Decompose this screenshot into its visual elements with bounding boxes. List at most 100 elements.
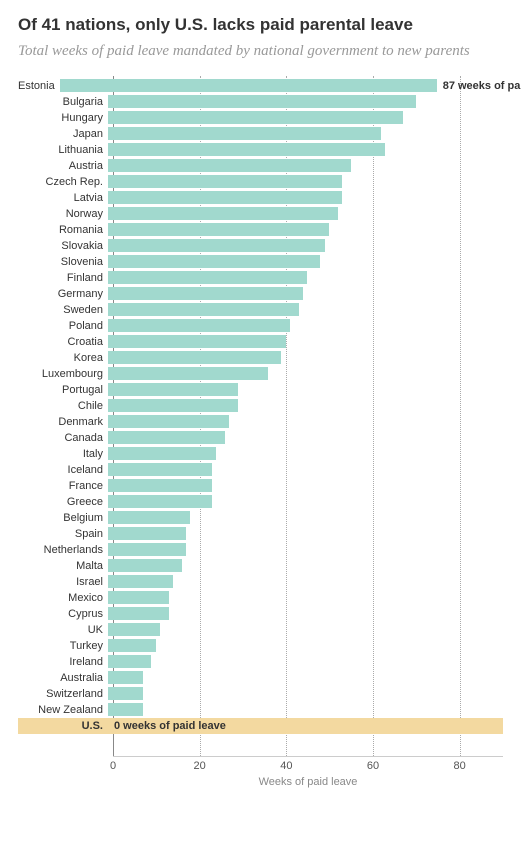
x-ticks: 020406080 [113,760,503,776]
country-label: Malta [18,560,108,572]
bar-row: Estonia87 weeks of paid leave [18,78,503,94]
bar-cell [108,174,503,190]
bar [108,495,212,508]
bar [108,175,342,188]
bar-row: France [18,478,503,494]
bar-row: Japan [18,126,503,142]
bar [108,559,182,572]
country-label: Belgium [18,512,108,524]
country-label: Czech Rep. [18,176,108,188]
country-label: Slovenia [18,256,108,268]
bar-cell [108,542,503,558]
bar-row: Mexico [18,590,503,606]
country-label: Spain [18,528,108,540]
bar [108,463,212,476]
bar-row: Bulgaria [18,94,503,110]
bar-row: Ireland [18,654,503,670]
bar [108,335,286,348]
bar-row: Denmark [18,414,503,430]
bar-row: Chile [18,398,503,414]
bar-row: Romania [18,222,503,238]
bar-cell: 87 weeks of paid leave [60,78,521,94]
bar-cell [108,318,503,334]
bar [108,687,143,700]
country-label: Austria [18,160,108,172]
x-baseline [113,756,503,757]
country-label: Mexico [18,592,108,604]
bar-cell [108,462,503,478]
bar-cell [108,334,503,350]
country-label: Chile [18,400,108,412]
bar-cell [108,686,503,702]
bar [60,79,437,92]
bar [108,623,160,636]
bar [108,511,190,524]
bar-cell [108,478,503,494]
bar-cell [108,430,503,446]
bar [108,639,156,652]
bar-row: Czech Rep. [18,174,503,190]
bar-cell [108,398,503,414]
bar-cell [108,414,503,430]
country-label: Switzerland [18,688,108,700]
country-label: Bulgaria [18,96,108,108]
country-label: Latvia [18,192,108,204]
country-label: New Zealand [18,704,108,716]
bar [108,207,338,220]
bar-row: Korea [18,350,503,366]
bar-cell [108,654,503,670]
chart-area: Estonia87 weeks of paid leave Bulgaria Hun… [18,76,503,786]
bar [108,655,151,668]
bar [108,287,303,300]
bar [108,607,169,620]
bar-row: Lithuania [18,142,503,158]
bar-row: Germany [18,286,503,302]
bar [108,271,307,284]
country-label: Ireland [18,656,108,668]
bar-cell [108,366,503,382]
bar-row: Israel [18,574,503,590]
country-label: Canada [18,432,108,444]
x-tick-label: 60 [367,760,379,772]
bar-row: Spain [18,526,503,542]
bar-cell [108,350,503,366]
bar [108,223,329,236]
bar-cell [108,622,503,638]
bar-cell [108,590,503,606]
country-label: Slovakia [18,240,108,252]
country-label: Lithuania [18,144,108,156]
bar-row: Turkey [18,638,503,654]
country-label: U.S. [18,720,108,732]
bar-cell [108,110,503,126]
bar [108,111,403,124]
bar [108,415,229,428]
bar-cell [108,94,503,110]
bar-row: Australia [18,670,503,686]
x-tick-label: 20 [194,760,206,772]
bar [108,671,143,684]
chart-rows: Estonia87 weeks of paid leave Bulgaria Hun… [18,78,503,734]
country-label: Portugal [18,384,108,396]
bar-cell [108,222,503,238]
bar-row: Cyprus [18,606,503,622]
bar [108,527,186,540]
bar-row: Iceland [18,462,503,478]
bar-row: Portugal [18,382,503,398]
bar-cell [108,606,503,622]
bar-row: Hungary [18,110,503,126]
bar-cell [108,254,503,270]
country-label: Norway [18,208,108,220]
bar-cell: 0 weeks of paid leave [108,718,503,734]
bar-cell [108,702,503,718]
country-label: Romania [18,224,108,236]
bar [108,399,238,412]
country-label: Korea [18,352,108,364]
country-label: UK [18,624,108,636]
bar-row: Canada [18,430,503,446]
country-label: Luxembourg [18,368,108,380]
x-tick-label: 40 [280,760,292,772]
country-label: France [18,480,108,492]
bar [108,447,216,460]
bar-cell [108,126,503,142]
bar-cell [108,446,503,462]
